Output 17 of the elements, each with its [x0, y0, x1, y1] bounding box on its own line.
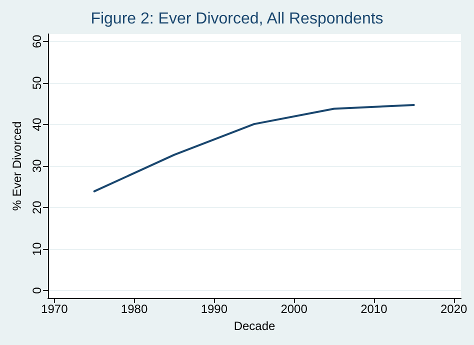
chart-title: Figure 2: Ever Divorced, All Respondents	[90, 10, 384, 28]
y-axis-title: % Ever Divorced	[10, 121, 24, 211]
x-tick-label: 1970	[41, 302, 68, 316]
x-tick-label: 2010	[360, 302, 388, 316]
y-tick-label: 60	[30, 34, 44, 48]
y-tick-label: 40	[30, 117, 44, 132]
y-tick-label: 10	[30, 242, 44, 256]
y-tick-label: 30	[30, 159, 44, 173]
x-tick-label: 1990	[200, 302, 228, 316]
line-series	[93, 104, 415, 192]
x-axis-title: Decade	[234, 318, 276, 333]
x-tick-label: 1980	[120, 302, 148, 316]
x-tick-label: 2020	[440, 302, 468, 316]
y-tick-label: 20	[30, 200, 44, 214]
y-tick-label: 50	[30, 76, 44, 90]
x-tick-label: 2000	[280, 302, 308, 316]
y-tick-label: 0	[30, 286, 44, 294]
